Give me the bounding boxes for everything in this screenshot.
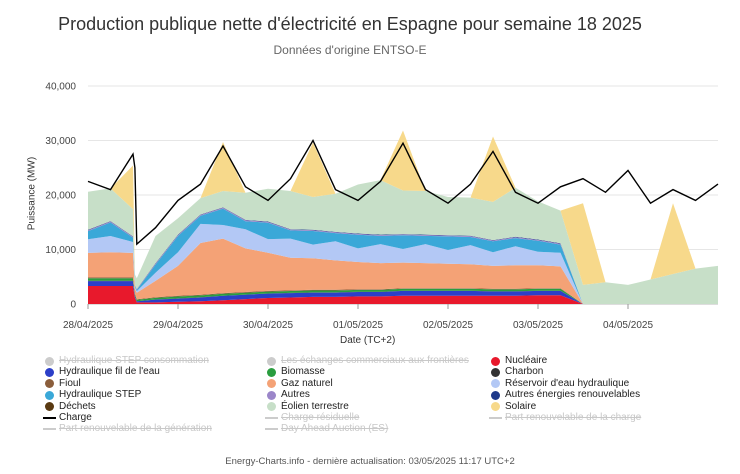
x-tick-label: 04/05/2025 (603, 320, 653, 331)
legend-dot-marker (267, 379, 276, 389)
legend-item[interactable]: Gaz naturel (267, 378, 469, 389)
legend-item[interactable]: Hydraulique fil de l'eau (45, 366, 212, 377)
series-line-charge (87, 138, 719, 246)
legend-label: Hydraulique STEP (59, 389, 142, 401)
legend-line-marker (265, 428, 278, 430)
legend-dot-marker (491, 367, 500, 377)
x-tick-label: 02/05/2025 (423, 320, 473, 331)
y-tick-label: 20,000 (45, 191, 76, 202)
legend-dot-marker (45, 367, 54, 377)
y-tick-label: 30,000 (45, 136, 76, 147)
legend-item[interactable]: Charbon (491, 366, 641, 377)
legend-dot-marker (491, 390, 500, 400)
legend-label: Part renouvelable de la charge (505, 411, 642, 423)
legend-item[interactable]: Hydraulique STEP consommation (45, 355, 212, 366)
x-tick-label: 01/05/2025 (333, 320, 383, 331)
legend-item[interactable]: Day Ahead Auction (ES) (265, 423, 469, 435)
legend-label: Solaire (505, 400, 537, 412)
y-tick-label: 10,000 (45, 245, 76, 256)
legend-column: Nucléaire Charbon Réservoir d'eau hydrauli… (489, 355, 642, 423)
legend-dot-marker (45, 379, 54, 389)
area-r-servoir-d-eau-hydraulique (88, 223, 718, 304)
legend-label: Hydraulique STEP consommation (59, 355, 209, 366)
stacked-areas (88, 130, 718, 304)
legend-item[interactable]: Autres (267, 389, 469, 400)
legend-item[interactable]: Éolien terrestre (267, 401, 469, 412)
legend-label: Charge résiduelle (281, 411, 360, 423)
legend-item[interactable]: Hydraulique STEP (45, 389, 212, 400)
chart-plot: 0 10,000 20,000 30,000 40,000 28/04/2025 29/0… (45, 82, 719, 331)
legend-column: Hydraulique STEP consommation Hydraulique… (43, 355, 212, 435)
legend-label: Déchets (59, 400, 96, 412)
legend-label: Day Ahead Auction (ES) (281, 423, 389, 435)
area-nucl-aire (88, 286, 718, 304)
legend-dot-marker (45, 402, 54, 412)
area-hydraulique-fil-de-l-eau (88, 281, 718, 304)
legend-item[interactable]: Autres énergies renouvelables (491, 389, 641, 400)
x-tick-label: 29/04/2025 (153, 320, 203, 331)
legend-item[interactable]: Biomasse (267, 366, 469, 377)
x-tick-label: 03/05/2025 (513, 320, 563, 331)
footer-attribution: Energy-Charts.info - dernière actualisat… (225, 456, 515, 467)
legend-label: Autres (281, 389, 310, 401)
legend-item[interactable]: Charge (43, 411, 212, 423)
y-tick-label: 0 (70, 300, 76, 311)
legend-item[interactable]: Part renouvelable de la charge (489, 411, 642, 423)
legend-item[interactable]: Part renouvelable de la génération (43, 423, 212, 435)
chart-title: Production publique nette d'électricité … (58, 14, 642, 34)
legend-dot-marker (491, 402, 500, 412)
legend-label: Hydraulique fil de l'eau (59, 366, 160, 378)
legend-item[interactable]: Solaire (491, 401, 641, 412)
legend-item[interactable]: Charge résiduelle (265, 411, 469, 423)
legend-label: Gaz naturel (281, 377, 333, 389)
legend-label: Éolien terrestre (281, 400, 349, 412)
legend-label: Autres énergies renouvelables (505, 389, 641, 401)
legend-item[interactable]: Réservoir d'eau hydraulique (491, 378, 641, 389)
legend-dot-marker (45, 356, 54, 366)
x-axis-ticks: 28/04/2025 29/04/2025 30/04/2025 01/05/2025… (63, 304, 653, 331)
area-solaire (88, 130, 718, 285)
legend-label: Nucléaire (505, 355, 548, 366)
legend-line-marker (43, 428, 56, 430)
y-tick-label: 40,000 (45, 82, 76, 93)
legend-label: Les échanges commerciaux aux frontières (281, 355, 469, 366)
legend-line-marker (489, 416, 502, 419)
legend-label: Charge (59, 411, 92, 423)
legend-column: Les échanges commerciaux aux frontières B… (265, 355, 469, 435)
legend-label: Réservoir d'eau hydraulique (505, 377, 630, 389)
legend-label: Fioul (59, 377, 81, 389)
legend-dot-marker (267, 402, 276, 412)
legend-item[interactable]: Fioul (45, 378, 212, 389)
legend-item[interactable]: Les échanges commerciaux aux frontières (267, 355, 469, 366)
legend-dot-marker (491, 379, 500, 389)
legend-item[interactable]: Nucléaire (491, 355, 641, 366)
area--olien-terrestre (88, 180, 718, 304)
legend-dot-marker (267, 390, 276, 400)
legend-line-marker (43, 416, 56, 419)
x-tick-label: 28/04/2025 (63, 320, 113, 331)
legend-line-marker (265, 416, 278, 419)
legend-dot-marker (267, 367, 276, 377)
legend-dot-marker (45, 390, 54, 400)
load-line (87, 138, 719, 246)
legend-label: Biomasse (281, 366, 325, 378)
x-tick-label: 30/04/2025 (243, 320, 293, 331)
legend-item[interactable]: Déchets (45, 401, 212, 412)
x-axis-label: Date (TC+2) (340, 335, 396, 346)
legend-label: Part renouvelable de la génération (59, 423, 212, 435)
legend-dot-marker (491, 356, 500, 366)
area-gaz-naturel (88, 238, 718, 304)
legend-label: Charbon (505, 366, 544, 378)
y-axis-ticks: 0 10,000 20,000 30,000 40,000 (45, 82, 76, 311)
chart-subtitle: Données d'origine ENTSO-E (273, 43, 427, 57)
legend-dot-marker (267, 356, 276, 366)
